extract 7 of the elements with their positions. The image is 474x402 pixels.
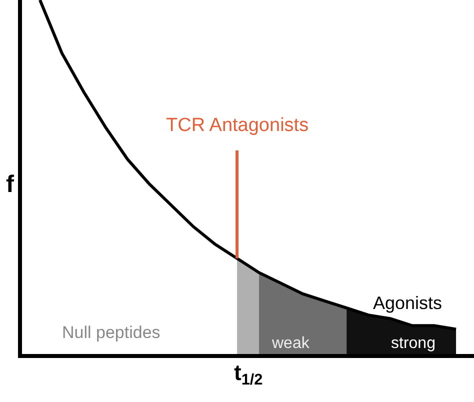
x-axis-title: t$_{1/2}$ — [234, 360, 263, 389]
annotation: weak — [271, 335, 310, 352]
annotation: TCR Antagonists — [166, 115, 309, 136]
annotation: strong — [391, 335, 436, 352]
annotation: Null peptides — [62, 323, 160, 342]
y-axis-title: f — [6, 171, 15, 198]
annotation: Agonists — [373, 293, 442, 313]
